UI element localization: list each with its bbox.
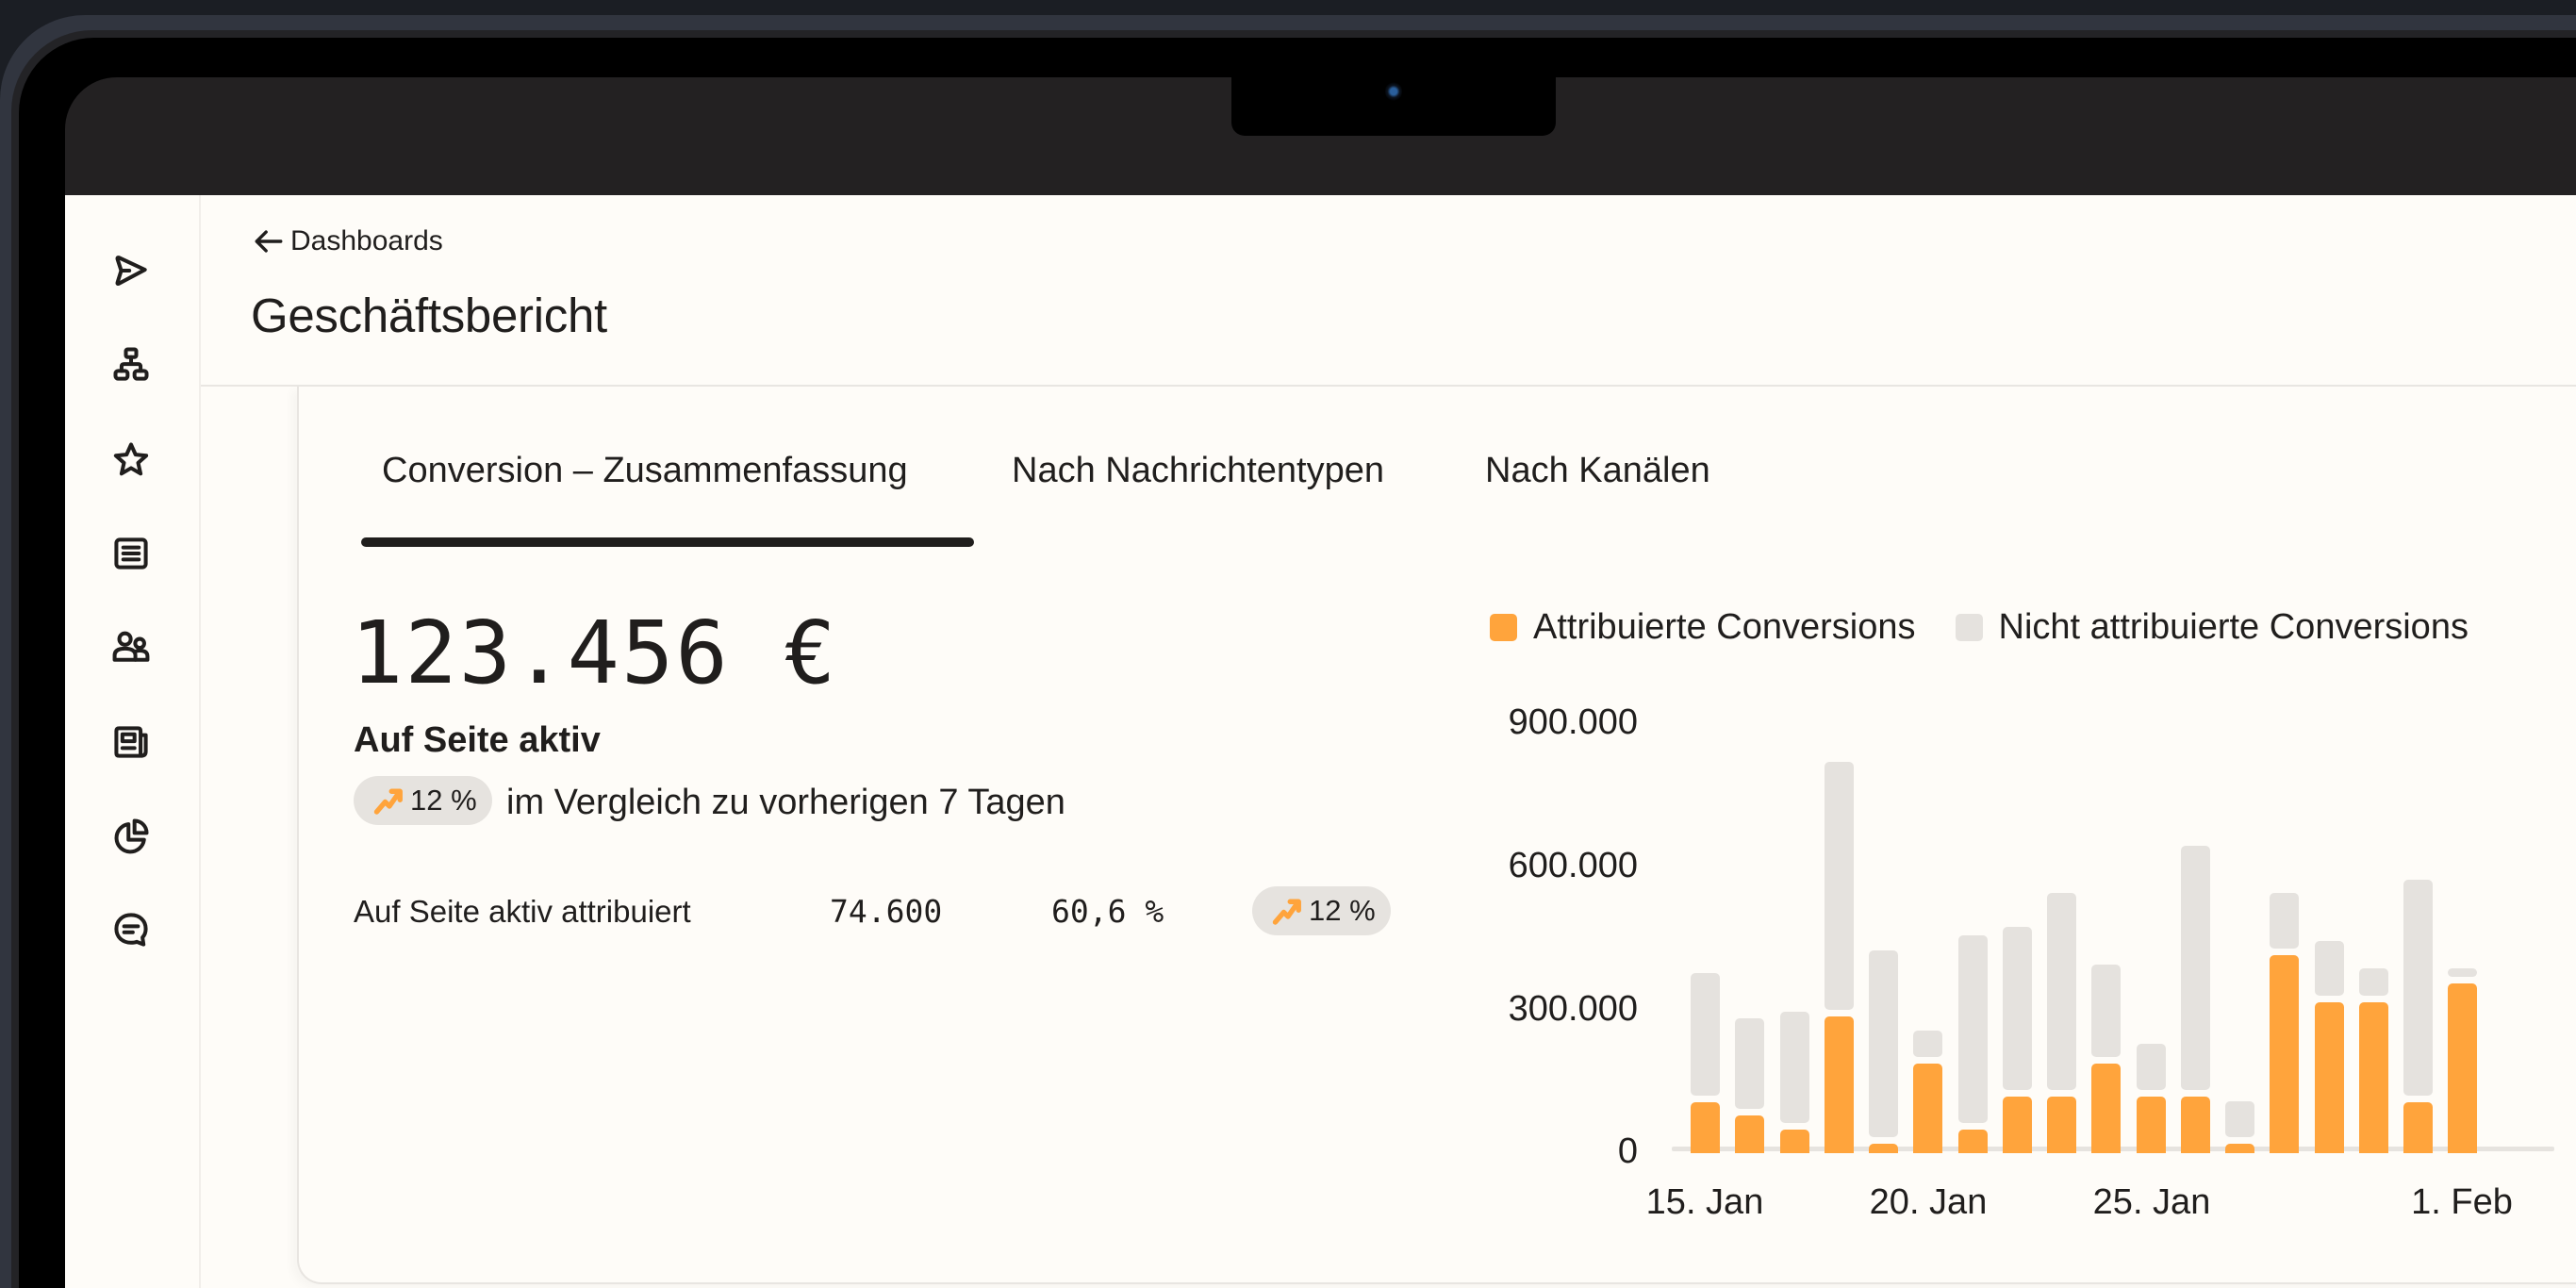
bar-unattributed[interactable]: [1735, 1018, 1765, 1110]
x-tick-15-jan: 15. Jan: [1645, 1182, 1764, 1222]
bar-attributed[interactable]: [1779, 1130, 1809, 1153]
bar-attributed[interactable]: [2314, 1002, 2344, 1153]
bar-attributed[interactable]: [2002, 1097, 2032, 1153]
y-tick-300000: 300.000: [1508, 989, 1638, 1029]
breakdown-row-share: 60,6 %: [1051, 893, 1164, 930]
breakdown-row-label: Auf Seite aktiv attribuiert: [354, 894, 691, 929]
camera-icon: [1385, 81, 1402, 102]
page-title: Geschäftsbericht: [251, 289, 607, 342]
bar-unattributed[interactable]: [1824, 761, 1854, 1011]
sidebar-item-analytics[interactable]: [110, 816, 152, 857]
x-tick-1-feb: 1. Feb: [2411, 1182, 2513, 1222]
legend-item-unattributed[interactable]: Nicht attribuierte Conversions: [1955, 607, 2469, 648]
sidebar-item-favorites[interactable]: [110, 439, 152, 481]
x-tick-20-jan: 20. Jan: [1869, 1182, 1988, 1222]
bar-attributed[interactable]: [2270, 954, 2300, 1153]
list-document-icon: [114, 537, 148, 570]
change-badge-value: 12 %: [410, 784, 477, 817]
change-badge: 12 %: [354, 776, 492, 825]
legend-swatch-gray: [1955, 614, 1983, 641]
chart-legend: Attribuierte Conversions Nicht attribuie…: [1490, 607, 2508, 648]
header-divider: [201, 385, 2576, 387]
tab-conversion-summary[interactable]: Conversion – Zusammenfassung: [382, 451, 908, 490]
kpi-value: 123.456 €: [351, 603, 838, 703]
trending-up-icon: [373, 788, 403, 815]
newspaper-icon: [114, 726, 148, 758]
breadcrumb-label: Dashboards: [290, 225, 443, 256]
bar-attributed[interactable]: [1913, 1064, 1943, 1153]
star-icon: [113, 442, 149, 476]
sidebar-item-messages[interactable]: [110, 909, 152, 950]
bar-unattributed[interactable]: [2358, 968, 2388, 997]
breadcrumb-back-link[interactable]: Dashboards: [253, 225, 443, 257]
breakdown-row-change-value: 12 %: [1309, 894, 1376, 927]
bar-unattributed[interactable]: [2225, 1100, 2255, 1138]
legend-swatch-orange: [1490, 614, 1517, 641]
trending-up-icon: [1272, 899, 1301, 925]
sidebar-item-audience[interactable]: [110, 626, 152, 668]
kpi-label: Auf Seite aktiv: [354, 720, 601, 760]
bar-attributed[interactable]: [1957, 1130, 1988, 1153]
bar-attributed[interactable]: [2403, 1101, 2434, 1153]
bar-attributed[interactable]: [2225, 1144, 2255, 1153]
app-window: Dashboards Geschäftsbericht Conversion –…: [65, 195, 2576, 1288]
sidebar-item-flows[interactable]: [110, 344, 152, 386]
active-tab-indicator: [361, 537, 974, 547]
sidebar-item-campaigns[interactable]: [110, 250, 152, 291]
bar-unattributed[interactable]: [2403, 879, 2434, 1096]
tab-by-message-type[interactable]: Nach Nachrichtentypen: [1012, 451, 1384, 490]
legend-label-attributed: Attribuierte Conversions: [1533, 607, 1916, 647]
bar-unattributed[interactable]: [2314, 940, 2344, 997]
sitemap-icon: [113, 347, 149, 381]
bar-unattributed[interactable]: [1779, 1011, 1809, 1124]
bar-unattributed[interactable]: [2180, 846, 2210, 1091]
y-tick-600000: 600.000: [1508, 846, 1638, 885]
arrow-left-icon: [255, 230, 283, 253]
breakdown-row-change-badge: 12 %: [1252, 886, 1391, 935]
legend-label-unattributed: Nicht attribuierte Conversions: [1998, 607, 2469, 647]
tab-by-channel[interactable]: Nach Kanälen: [1485, 451, 1710, 490]
bar-unattributed[interactable]: [1691, 973, 1720, 1096]
bar-unattributed[interactable]: [2136, 1044, 2166, 1091]
bar-unattributed[interactable]: [2002, 926, 2032, 1091]
bar-attributed[interactable]: [2448, 983, 2478, 1153]
bar-attributed[interactable]: [1735, 1115, 1765, 1153]
x-tick-25-jan: 25. Jan: [2092, 1182, 2211, 1222]
y-tick-0: 0: [1617, 1131, 1638, 1171]
bar-unattributed[interactable]: [2448, 968, 2478, 978]
bar-unattributed[interactable]: [2047, 893, 2077, 1091]
sidebar-item-lists[interactable]: [110, 533, 152, 574]
pie-chart-icon: [114, 818, 149, 854]
bar-attributed[interactable]: [1824, 1016, 1854, 1153]
users-icon: [112, 631, 150, 662]
bar-attributed[interactable]: [2047, 1097, 2077, 1153]
chat-bubble-icon: [114, 913, 148, 947]
breakdown-row-count: 74.600: [830, 893, 943, 930]
bar-unattributed[interactable]: [2091, 964, 2122, 1058]
bar-unattributed[interactable]: [2270, 893, 2300, 949]
bar-attributed[interactable]: [2136, 1097, 2166, 1153]
y-tick-900000: 900.000: [1508, 702, 1638, 742]
bar-attributed[interactable]: [2091, 1064, 2122, 1153]
bar-attributed[interactable]: [2180, 1097, 2210, 1153]
bar-attributed[interactable]: [1691, 1101, 1720, 1153]
sidebar: [65, 195, 201, 1288]
bar-unattributed[interactable]: [1913, 1030, 1943, 1058]
compare-text: im Vergleich zu vorherigen 7 Tagen: [506, 783, 1065, 822]
bar-unattributed[interactable]: [1869, 949, 1899, 1138]
legend-item-attributed[interactable]: Attribuierte Conversions: [1490, 607, 1916, 648]
bar-attributed[interactable]: [2358, 1002, 2388, 1153]
send-icon: [115, 256, 147, 287]
bar-unattributed[interactable]: [1957, 935, 1988, 1124]
sidebar-item-content[interactable]: [110, 721, 152, 763]
bar-attributed[interactable]: [1869, 1144, 1899, 1153]
